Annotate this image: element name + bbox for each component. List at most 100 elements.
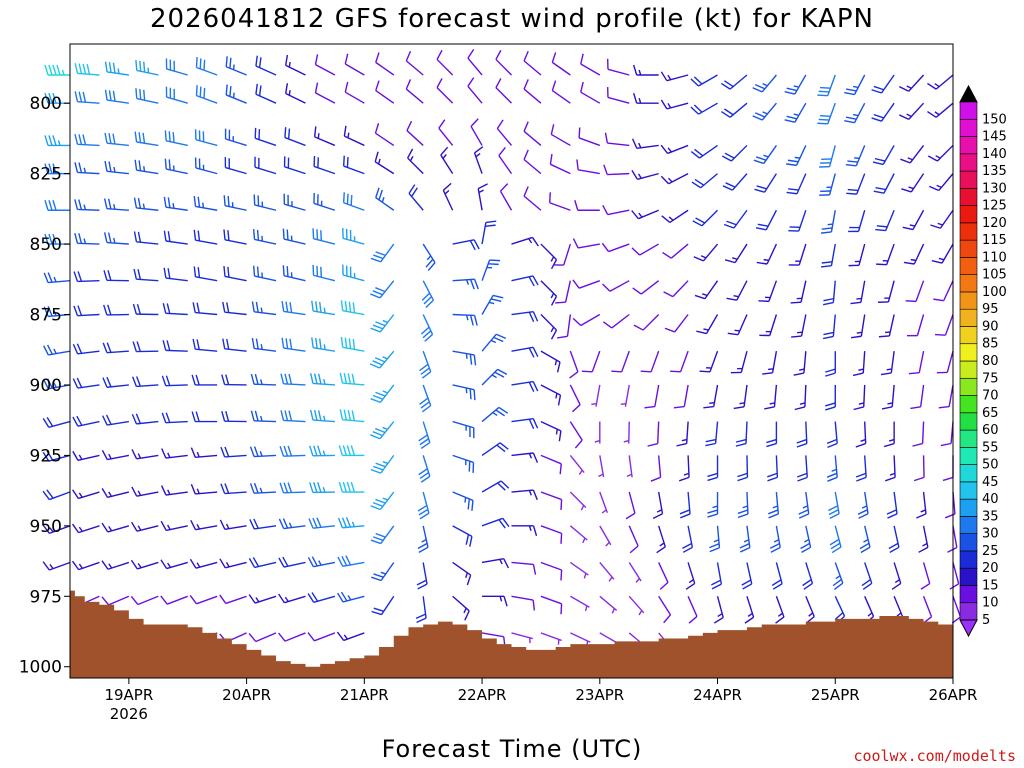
barb-flag <box>560 533 563 544</box>
wind-barb <box>101 450 130 461</box>
barb-staff <box>650 350 660 373</box>
barb-staff <box>495 58 512 76</box>
barb-half-flag <box>623 439 630 443</box>
wind-barb <box>790 280 807 304</box>
barb-flag <box>420 401 430 409</box>
colorbar-tick-label: 95 <box>982 302 999 317</box>
barb-flag <box>254 374 259 385</box>
barb-flag <box>820 162 831 164</box>
barb-half-flag <box>528 525 532 532</box>
barb-half-flag <box>108 563 113 569</box>
wind-barb <box>551 80 571 104</box>
barb-flag <box>690 106 699 115</box>
barb-flag <box>44 200 49 211</box>
barb-flag <box>42 451 50 462</box>
wind-barb <box>540 525 563 544</box>
barb-flag <box>372 324 384 330</box>
barb-flag <box>474 146 484 154</box>
barb-flag <box>693 104 703 113</box>
barb-flag <box>278 557 285 568</box>
barb-half-flag <box>938 257 945 261</box>
barb-flag <box>281 337 285 349</box>
barb-flag <box>258 157 260 169</box>
barb-flag <box>257 195 260 206</box>
barb-flag <box>423 296 432 305</box>
barb-flag <box>822 301 834 306</box>
barb-flag <box>875 228 886 232</box>
barb-half-flag <box>638 69 642 76</box>
wind-barb <box>481 259 501 281</box>
wind-barb <box>416 562 428 590</box>
wind-barb <box>603 164 630 176</box>
barb-flag <box>255 301 259 313</box>
wind-barb <box>249 482 277 494</box>
barb-flag <box>166 303 171 314</box>
barb-flag <box>580 81 584 93</box>
barb-flag <box>464 610 470 621</box>
wind-barb <box>707 492 719 518</box>
barb-flag <box>827 442 838 449</box>
wind-barb <box>523 79 542 104</box>
barb-flag <box>860 546 871 554</box>
wind-barb <box>132 376 159 388</box>
barb-half-flag <box>768 368 774 371</box>
barb-flag <box>523 121 529 132</box>
barb-flag <box>166 340 171 351</box>
barb-flag <box>901 188 912 193</box>
barb-half-flag <box>742 505 748 509</box>
colorbar-swatch <box>959 222 978 241</box>
barb-flag <box>72 450 79 461</box>
barb-staff <box>642 314 660 331</box>
barb-flag <box>769 542 780 549</box>
barb-flag <box>861 578 871 587</box>
barb-flag <box>76 415 83 426</box>
barb-flag <box>650 476 661 482</box>
barb-half-flag <box>858 402 865 405</box>
barb-flag <box>82 134 87 145</box>
wind-barb <box>511 418 539 430</box>
barb-flag <box>611 370 622 373</box>
barb-flag <box>733 406 745 410</box>
wind-barb <box>255 55 277 76</box>
barb-half-flag <box>167 452 171 458</box>
barb-half-flag <box>490 339 497 344</box>
barb-staff <box>314 632 336 642</box>
barb-flag <box>101 488 109 498</box>
barb-staff <box>550 163 571 175</box>
wind-barb <box>313 155 336 175</box>
colorbar-swatch <box>959 447 978 465</box>
colorbar-tick-label: 90 <box>982 319 999 334</box>
barb-flag <box>496 444 506 453</box>
wind-barb <box>758 280 778 303</box>
barb-flag <box>722 185 733 191</box>
barb-flag <box>821 227 833 230</box>
barb-flag <box>631 170 639 180</box>
y-tick-label: 850 <box>30 235 62 255</box>
barb-flag <box>225 411 230 422</box>
barb-flag <box>337 556 344 567</box>
wind-barb <box>796 455 808 482</box>
wind-barb <box>103 198 129 211</box>
barb-staff <box>578 243 600 249</box>
barb-flag <box>371 576 382 582</box>
barb-half-flag <box>713 539 720 543</box>
barb-flag <box>337 517 344 529</box>
barb-flag <box>947 546 958 553</box>
wind-barb <box>314 82 336 104</box>
barb-flag <box>163 196 167 208</box>
barb-flag <box>551 52 557 63</box>
barb-flag <box>555 301 566 304</box>
barb-flag <box>469 426 471 438</box>
wind-barb <box>540 454 562 475</box>
barb-flag <box>427 262 436 271</box>
wind-barb <box>162 303 188 316</box>
barb-flag <box>317 194 319 205</box>
barb-flag <box>417 504 428 512</box>
barb-flag <box>47 272 53 283</box>
barb-flag <box>248 633 257 642</box>
colorbar-swatch <box>959 326 978 345</box>
barb-flag <box>571 404 581 413</box>
barb-flag <box>676 442 687 447</box>
barb-half-flag <box>478 189 484 194</box>
